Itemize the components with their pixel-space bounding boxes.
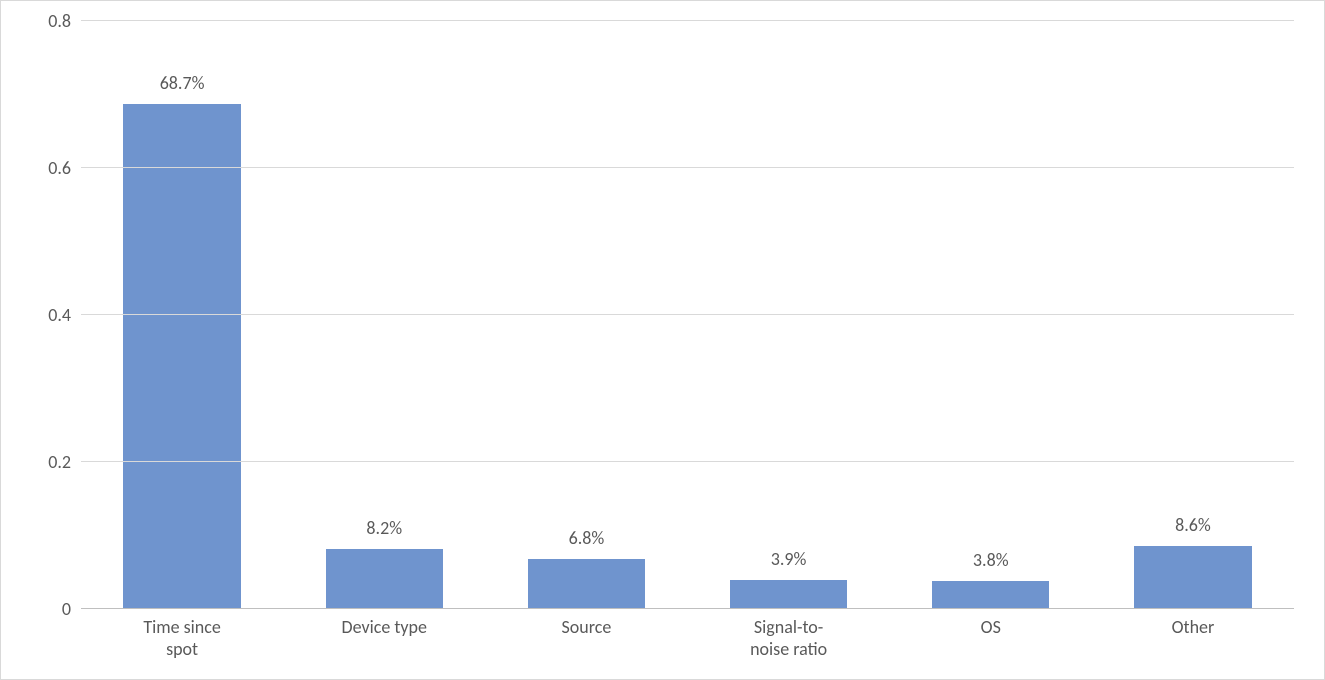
bar-slot: 3.9%Signal-to-noise ratio [688, 21, 890, 609]
bar-value-label: 8.2% [366, 517, 402, 539]
bar [730, 580, 847, 609]
bar [1134, 546, 1251, 609]
x-tick-label: Signal-to-noise ratio [738, 609, 839, 660]
bar-value-label: 6.8% [569, 527, 605, 549]
x-tick-label: OS [981, 609, 1001, 639]
y-tick-label: 0.2 [48, 451, 81, 473]
bar-slot: 8.6%Other [1092, 21, 1294, 609]
bar-slot: 8.2%Device type [283, 21, 485, 609]
bar [528, 559, 645, 609]
bar [123, 104, 240, 609]
x-tick-label: Device type [342, 609, 427, 639]
bar [326, 549, 443, 609]
x-tick-label: Time since spot [132, 609, 233, 660]
chart-frame: 68.7%Time since spot8.2%Device type6.8%S… [0, 0, 1325, 680]
x-tick-label: Source [562, 609, 612, 639]
bars-container: 68.7%Time since spot8.2%Device type6.8%S… [81, 21, 1294, 609]
gridline [81, 461, 1294, 462]
bar-value-label: 3.8% [973, 549, 1009, 571]
gridline [81, 167, 1294, 168]
bar-slot: 68.7%Time since spot [81, 21, 283, 609]
y-tick-label: 0.4 [48, 304, 81, 326]
gridline [81, 314, 1294, 315]
y-tick-label: 0.8 [48, 10, 81, 32]
bar-value-label: 3.9% [771, 548, 807, 570]
plot-area: 68.7%Time since spot8.2%Device type6.8%S… [81, 21, 1294, 609]
bar-value-label: 68.7% [160, 72, 205, 94]
x-tick-label: Other [1172, 609, 1215, 639]
gridline [81, 608, 1294, 609]
y-tick-label: 0 [62, 598, 81, 620]
bar-value-label: 8.6% [1175, 514, 1211, 536]
y-tick-label: 0.6 [48, 157, 81, 179]
bar [932, 581, 1049, 609]
bar-slot: 6.8%Source [485, 21, 687, 609]
gridline [81, 20, 1294, 21]
bar-slot: 3.8%OS [890, 21, 1092, 609]
